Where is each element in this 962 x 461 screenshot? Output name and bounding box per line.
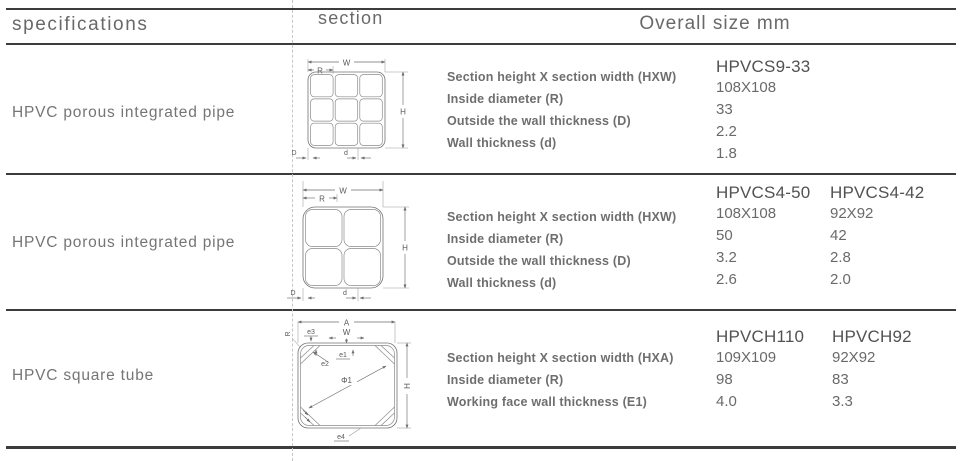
model-column: HPVCH110 109X109 98 4.0 xyxy=(716,326,828,413)
model-value: 2.0 xyxy=(830,271,851,288)
product-name: HPVC porous integrated pipe xyxy=(12,234,236,251)
param-label: Inside diameter (R) xyxy=(447,373,564,387)
dim-label-h: H xyxy=(400,108,406,117)
param-label: Outside the wall thickness (D) xyxy=(447,254,631,268)
top-rule xyxy=(6,8,956,10)
column-header-overall-size: Overall size mm xyxy=(639,13,791,34)
model-value: 109X109 xyxy=(716,349,777,366)
dim-label-small-d: d xyxy=(344,150,348,157)
param-label: Wall thickness (d) xyxy=(447,276,557,290)
product-name: HPVC square tube xyxy=(12,367,155,384)
model-value: 42 xyxy=(830,227,847,244)
model-value: 92X92 xyxy=(832,349,876,366)
model-value: 33 xyxy=(716,101,733,118)
model-column: HPVCS4-50 108X108 50 3.2 2.6 xyxy=(716,182,828,291)
dim-label-cap-d: D xyxy=(291,150,296,157)
model-value: 92X92 xyxy=(830,205,874,222)
param-label: Wall thickness (d) xyxy=(447,136,557,150)
param-label: Section height X section width (HXW) xyxy=(447,70,677,84)
dim-label-r: R xyxy=(285,331,292,336)
param-labels: Section height X section width (HXA) Ins… xyxy=(447,347,674,413)
product-name: HPVC porous integrated pipe xyxy=(12,104,236,121)
model-value: 1.8 xyxy=(716,145,737,162)
dim-label-phi1: Φ1 xyxy=(341,376,352,385)
column-header-specifications: specifications xyxy=(12,14,149,35)
dim-label-e1: e1 xyxy=(339,352,347,359)
model-value: 98 xyxy=(716,371,733,388)
row1-rule xyxy=(6,173,956,175)
model-column: HPVCH92 92X92 83 3.3 xyxy=(832,326,944,413)
param-labels: Section height X section width (HXW) Ins… xyxy=(447,66,676,154)
dim-label-e4: e4 xyxy=(337,434,345,441)
model-value: 3.2 xyxy=(716,249,737,266)
param-label: Section height X section width (HXW) xyxy=(447,210,677,224)
dim-label-r: R xyxy=(317,67,323,76)
model-value: 4.0 xyxy=(716,393,737,410)
dim-label-e2: e2 xyxy=(321,361,329,368)
model-value: 3.3 xyxy=(832,393,853,410)
model-value: 2.2 xyxy=(716,123,737,140)
model-name: HPVCS9-33 xyxy=(716,57,811,76)
dim-label-w: W xyxy=(339,187,347,196)
param-label: Inside diameter (R) xyxy=(447,92,564,106)
column-header-section: section xyxy=(318,8,384,28)
model-name: HPVCH110 xyxy=(716,327,805,346)
model-column: HPVCS9-33 108X108 33 2.2 1.8 xyxy=(716,56,828,165)
dim-label-h: H xyxy=(402,244,408,253)
dim-label-e3: e3 xyxy=(307,329,315,336)
model-name: HPVCS4-50 xyxy=(716,183,811,202)
model-value: 83 xyxy=(832,371,849,388)
header-rule xyxy=(6,43,956,45)
dim-label-r: R xyxy=(319,195,325,204)
bottom-rule xyxy=(6,446,956,449)
column-divider-dashed xyxy=(292,0,293,461)
dim-label-cap-d: D xyxy=(290,290,295,297)
model-value: 2.8 xyxy=(830,249,851,266)
dim-label-w: W xyxy=(343,328,351,337)
param-labels: Section height X section width (HXW) Ins… xyxy=(447,206,676,294)
row2-rule xyxy=(6,309,956,311)
dim-label-w: W xyxy=(343,59,351,68)
dim-label-small-d: d xyxy=(343,290,347,297)
param-label: Section height X section width (HXA) xyxy=(447,351,674,365)
param-label: Outside the wall thickness (D) xyxy=(447,114,631,128)
dim-label-h: H xyxy=(403,383,412,389)
model-name: HPVCS4-42 xyxy=(830,183,925,202)
model-name: HPVCH92 xyxy=(832,327,912,346)
param-label: Inside diameter (R) xyxy=(447,232,564,246)
model-value: 2.6 xyxy=(716,271,737,288)
section-diagram-square-tube: A R e3 W e1 e2 Φ1 xyxy=(285,319,412,442)
model-value: 108X108 xyxy=(716,205,777,222)
section-diagram-nine-cell: W R H D d xyxy=(291,59,408,160)
dim-label-a: A xyxy=(344,319,350,328)
model-value: 50 xyxy=(716,227,733,244)
param-label: Working face wall thickness (E1) xyxy=(447,395,647,409)
model-column: HPVCS4-42 92X92 42 2.8 2.0 xyxy=(830,182,942,291)
section-diagram-four-cell: W R H D d xyxy=(287,181,409,301)
model-value: 108X108 xyxy=(716,79,777,96)
